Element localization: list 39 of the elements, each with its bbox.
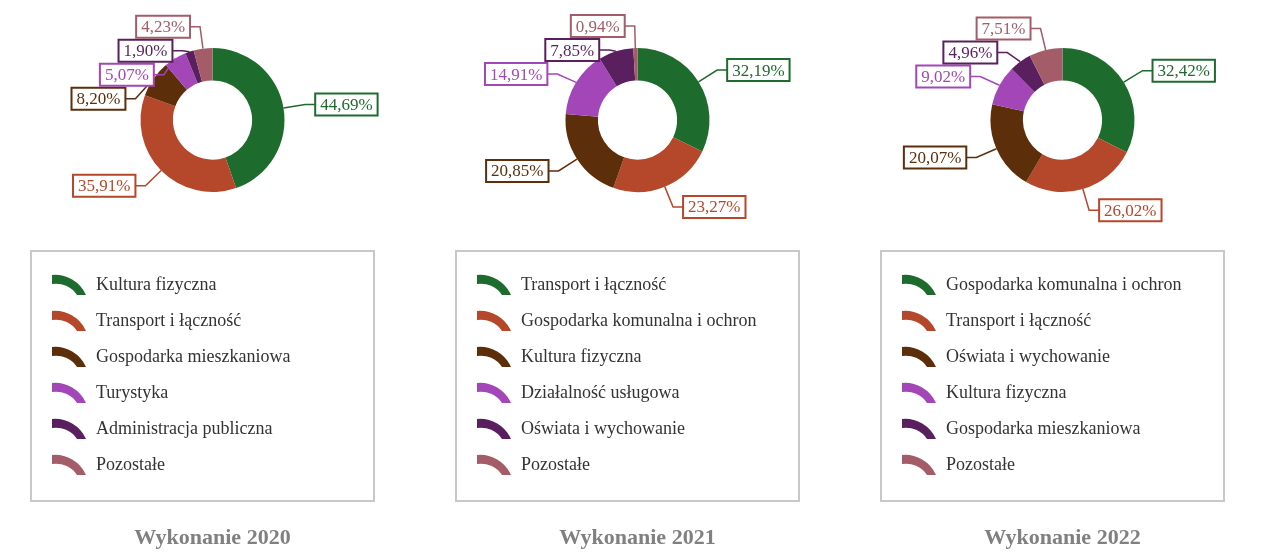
data-label: 5,07% — [104, 65, 149, 85]
data-label: 26,02% — [1104, 200, 1157, 220]
legend-label: Gospodarka komunalna i ochron — [521, 309, 757, 331]
legend-label: Działalność usługowa — [521, 381, 680, 403]
data-label: 4,96% — [948, 43, 993, 63]
data-label: 0,94% — [575, 16, 620, 36]
data-label: 20,85% — [491, 161, 544, 181]
data-label: 7,51% — [981, 19, 1026, 39]
legend-label: Transport i łączność — [946, 309, 1092, 331]
legend-label: Kultura fizyczna — [946, 381, 1067, 403]
data-label: 7,85% — [550, 40, 595, 60]
text: Wykonanie 2021 — [558, 524, 717, 550]
legend-label: Pozostałe — [96, 453, 165, 475]
data-label: 44,69% — [320, 94, 373, 114]
legend-label: Transport i łączność — [96, 309, 242, 331]
data-label: 35,91% — [78, 176, 131, 196]
legend-label: Gospodarka komunalna i ochron — [946, 273, 1182, 295]
legend-label: Kultura fizyczna — [521, 345, 642, 367]
data-label: 1,90% — [123, 41, 168, 61]
legend-label: Transport i łączność — [521, 273, 667, 295]
legend-label: Oświata i wychowanie — [521, 417, 685, 439]
legend-label: Turystyka — [96, 381, 169, 403]
data-label: 32,19% — [732, 60, 785, 80]
text: Wykonanie 2022 — [983, 524, 1142, 550]
text: Wykonanie 2020 — [133, 524, 292, 550]
legend-label: Oświata i wychowanie — [946, 345, 1110, 367]
data-label: 4,23% — [141, 17, 186, 37]
data-label: 20,07% — [908, 147, 962, 167]
legend-label: Pozostałe — [521, 453, 590, 475]
legend-label: Administracja publiczna — [96, 417, 273, 439]
legend-label: Pozostałe — [946, 453, 1015, 475]
data-label: 9,02% — [921, 67, 966, 87]
legend-label: Kultura fizyczna — [96, 273, 217, 295]
legend-label: Gospodarka mieszkaniowa — [96, 345, 291, 367]
legend-label: Gospodarka mieszkaniowa — [946, 417, 1141, 439]
data-label: 32,42% — [1157, 61, 1210, 81]
data-label: 8,20% — [76, 89, 121, 109]
data-label: 14,91% — [489, 64, 543, 84]
data-label: 23,27% — [688, 197, 741, 217]
